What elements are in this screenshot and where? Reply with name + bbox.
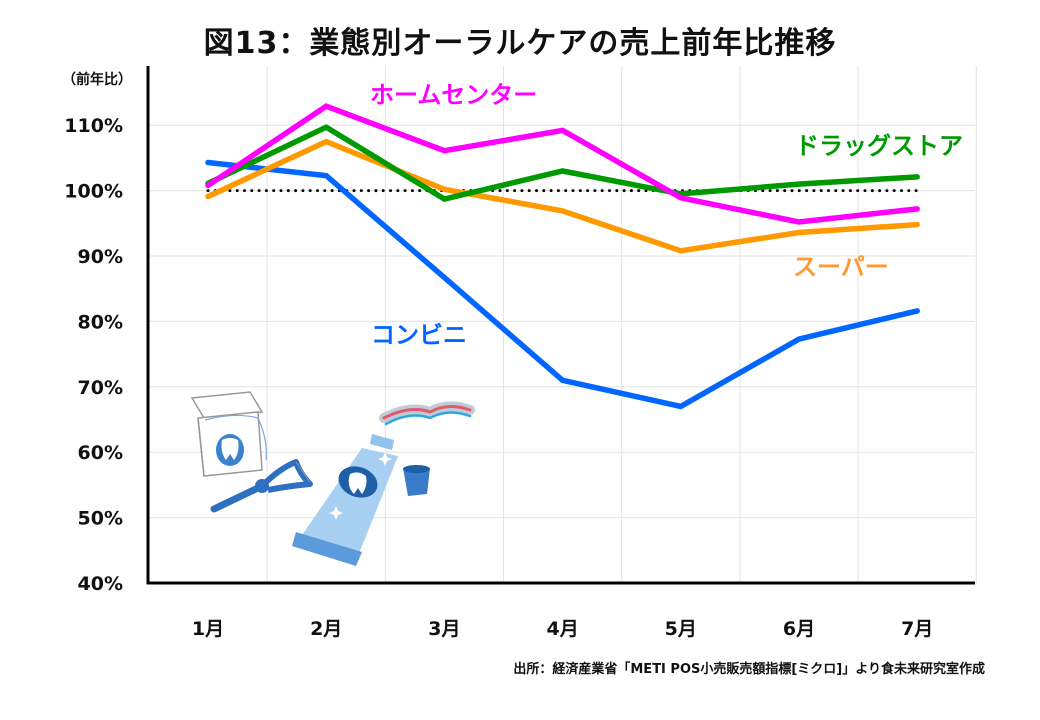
chart-title: 図13：業態別オーラルケアの売上前年比推移 [203, 26, 837, 61]
y-tick-label: 80% [78, 311, 123, 333]
y-tick-label: 100% [64, 181, 123, 203]
series-label-2: スーパー [793, 253, 889, 281]
x-tick-label: 7月 [901, 618, 933, 640]
y-tick-label: 110% [64, 115, 123, 137]
x-tick-label: 5月 [665, 618, 697, 640]
y-tick-label: 50% [78, 508, 123, 530]
tick-labels: （前年比） 40% 50% 60% 70% 80% 90% 100% 110% 1月 2月 3月 4月 5… [62, 71, 933, 640]
x-tick-label: 6月 [783, 618, 815, 640]
floss-pick-icon [210, 459, 313, 513]
axes [146, 66, 975, 585]
x-tick-label: 4月 [546, 618, 578, 640]
y-axis-unit-label: （前年比） [62, 71, 132, 88]
series-lines [205, 103, 920, 410]
y-tick-label: 60% [78, 442, 123, 464]
source-note: 出所：経済産業省「METI POS小売販売額指標[ミクロ]」より食未来研究室作成 [513, 662, 985, 677]
x-tick-label: 2月 [310, 618, 342, 640]
toothpaste-cap-icon [403, 465, 430, 496]
y-tick-label: 40% [78, 573, 123, 595]
x-tick-label: 1月 [192, 618, 224, 640]
oral-care-illustration [190, 391, 475, 566]
series-line-3 [205, 159, 920, 410]
y-tick-label: 70% [78, 377, 123, 399]
series-label-0: ホームセンター [370, 81, 537, 109]
dental-floss-icon [190, 391, 267, 477]
series-label-3: コンビニ [371, 321, 467, 349]
series-label-1: ドラッグストア [795, 132, 963, 160]
x-tick-label: 3月 [428, 618, 460, 640]
series-line-0 [205, 103, 920, 225]
y-tick-label: 90% [78, 246, 123, 268]
toothpaste-tube-icon [292, 401, 475, 566]
grid [148, 66, 977, 583]
